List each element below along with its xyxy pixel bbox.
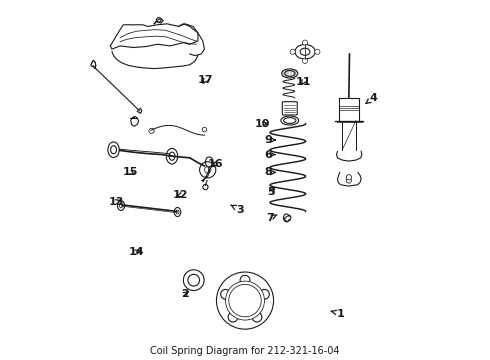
Ellipse shape: [282, 69, 298, 78]
Ellipse shape: [108, 142, 119, 158]
Ellipse shape: [176, 210, 179, 214]
Circle shape: [346, 175, 351, 180]
Ellipse shape: [284, 118, 296, 123]
Text: 3: 3: [231, 205, 244, 215]
Circle shape: [204, 167, 211, 173]
Circle shape: [346, 178, 351, 183]
Circle shape: [199, 162, 216, 178]
Ellipse shape: [300, 48, 310, 55]
Text: 2: 2: [181, 289, 189, 299]
Circle shape: [225, 281, 265, 320]
Text: 16: 16: [207, 159, 223, 169]
Circle shape: [202, 127, 207, 132]
Circle shape: [252, 312, 262, 322]
Circle shape: [290, 49, 295, 54]
Circle shape: [233, 288, 257, 313]
Text: 7: 7: [267, 213, 277, 223]
Ellipse shape: [285, 71, 295, 76]
Text: 6: 6: [265, 150, 275, 159]
Ellipse shape: [169, 152, 175, 160]
Ellipse shape: [174, 207, 181, 217]
Ellipse shape: [281, 116, 299, 125]
Text: 10: 10: [255, 119, 270, 129]
Circle shape: [302, 40, 308, 45]
Circle shape: [149, 128, 154, 134]
Ellipse shape: [166, 148, 178, 164]
Text: 4: 4: [366, 93, 377, 104]
Circle shape: [203, 184, 208, 190]
Circle shape: [315, 49, 320, 54]
Text: 15: 15: [123, 167, 139, 177]
Text: 5: 5: [267, 187, 275, 197]
Circle shape: [220, 289, 230, 299]
Text: 13: 13: [109, 197, 124, 207]
Circle shape: [228, 312, 238, 322]
Circle shape: [302, 58, 308, 63]
Ellipse shape: [120, 203, 122, 208]
Circle shape: [260, 289, 270, 299]
Ellipse shape: [111, 146, 117, 154]
Text: Coil Spring Diagram for 212-321-16-04: Coil Spring Diagram for 212-321-16-04: [150, 346, 340, 356]
Circle shape: [240, 275, 250, 285]
Text: 17: 17: [197, 75, 213, 85]
Text: 8: 8: [265, 167, 275, 177]
Text: 14: 14: [128, 247, 144, 257]
Circle shape: [183, 270, 204, 291]
Circle shape: [188, 274, 199, 286]
Circle shape: [229, 284, 261, 317]
Text: 11: 11: [295, 77, 311, 86]
Text: 12: 12: [172, 190, 188, 200]
Ellipse shape: [295, 44, 315, 59]
Circle shape: [217, 272, 273, 329]
FancyBboxPatch shape: [282, 102, 297, 115]
Ellipse shape: [118, 201, 124, 210]
Text: 1: 1: [331, 309, 344, 319]
Text: 9: 9: [265, 135, 275, 145]
Circle shape: [156, 18, 161, 22]
